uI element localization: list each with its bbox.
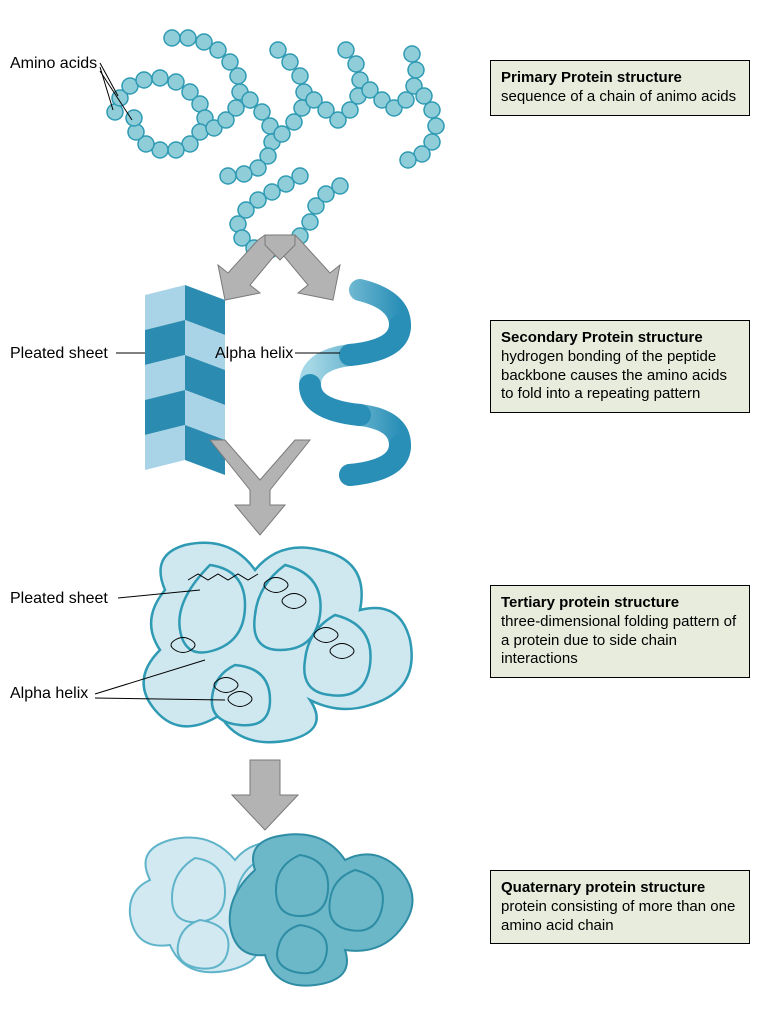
info-box-quaternary: Quaternary protein structure protein con… xyxy=(490,870,750,944)
info-box-primary: Primary Protein structure sequence of a … xyxy=(490,60,750,116)
arrow-primary-to-secondary xyxy=(218,235,340,300)
primary-structure xyxy=(100,30,444,258)
pleated-sheet-graphic xyxy=(145,285,225,475)
info-box-title: Quaternary protein structure xyxy=(501,879,739,898)
info-box-desc: protein consisting of more than one amin… xyxy=(501,898,735,934)
info-box-title: Primary Protein structure xyxy=(501,69,739,88)
info-box-desc: sequence of a chain of animo acids xyxy=(501,88,736,105)
secondary-structure xyxy=(116,285,400,475)
info-box-title: Secondary Protein structure xyxy=(501,329,739,348)
info-box-desc: three-dimensional folding pattern of a p… xyxy=(501,613,736,668)
alpha-helix-graphic xyxy=(310,290,400,475)
label-pleated-sheet-2: Pleated sheet xyxy=(10,590,108,608)
info-box-secondary: Secondary Protein structure hydrogen bon… xyxy=(490,320,750,413)
label-amino-acids: Amino acids xyxy=(10,55,97,73)
info-box-tertiary: Tertiary protein structure three-dimensi… xyxy=(490,585,750,678)
info-box-title: Tertiary protein structure xyxy=(501,594,739,613)
label-pleated-sheet-1: Pleated sheet xyxy=(10,345,108,363)
label-alpha-helix-1: Alpha helix xyxy=(215,345,293,363)
label-alpha-helix-2: Alpha helix xyxy=(10,685,88,703)
arrow-tertiary-to-quaternary xyxy=(232,760,298,830)
info-box-desc: hydrogen bonding of the peptide backbone… xyxy=(501,348,727,403)
quaternary-structure xyxy=(130,834,413,985)
arrow-secondary-to-tertiary xyxy=(210,440,310,535)
tertiary-structure xyxy=(95,543,412,742)
